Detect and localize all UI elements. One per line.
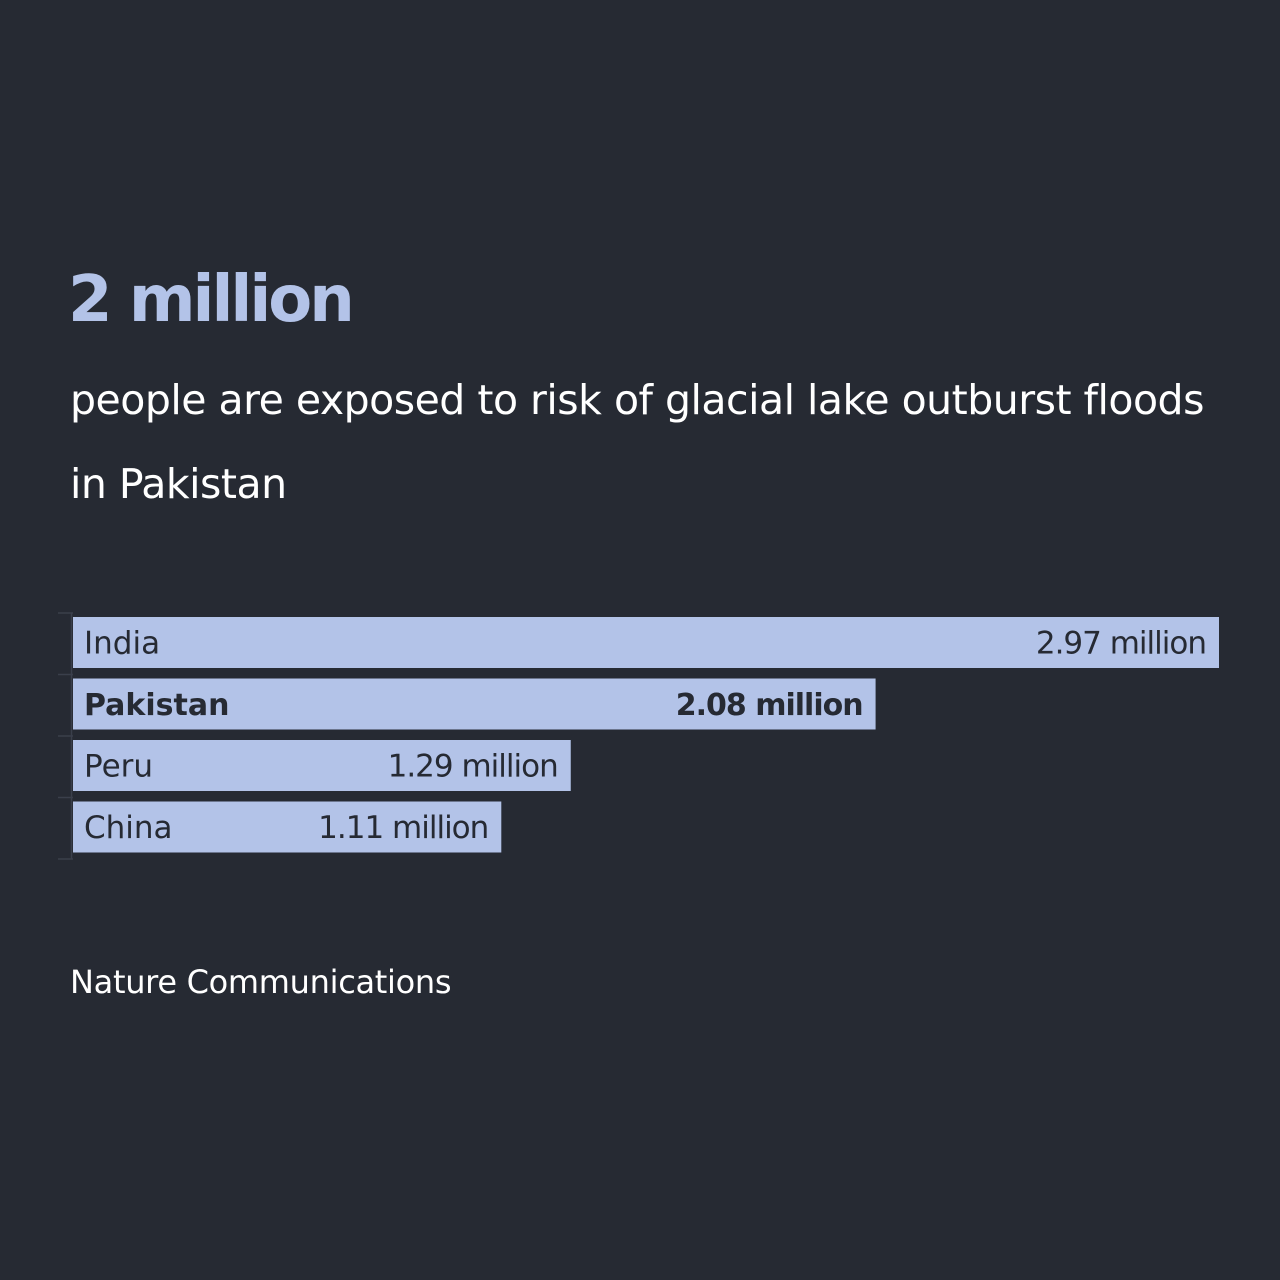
value-label: 1.11 million — [318, 810, 488, 846]
bar-china — [73, 801, 502, 853]
category-label: China — [84, 810, 173, 846]
value-label: 2.08 million — [676, 688, 863, 723]
subheadline: people are exposed to risk of glacial la… — [70, 376, 1204, 508]
bar-peru — [73, 740, 571, 791]
bar-pakistan — [73, 678, 876, 730]
value-label: 2.97 million — [1036, 626, 1206, 662]
headline: 2 million — [68, 263, 355, 337]
category-label: Pakistan — [84, 688, 229, 723]
value-label: 1.29 million — [388, 749, 558, 785]
category-label: Peru — [84, 749, 153, 785]
bar-india — [73, 617, 1219, 668]
category-label: India — [84, 626, 160, 662]
source-credit: Nature Communications — [70, 963, 452, 1001]
